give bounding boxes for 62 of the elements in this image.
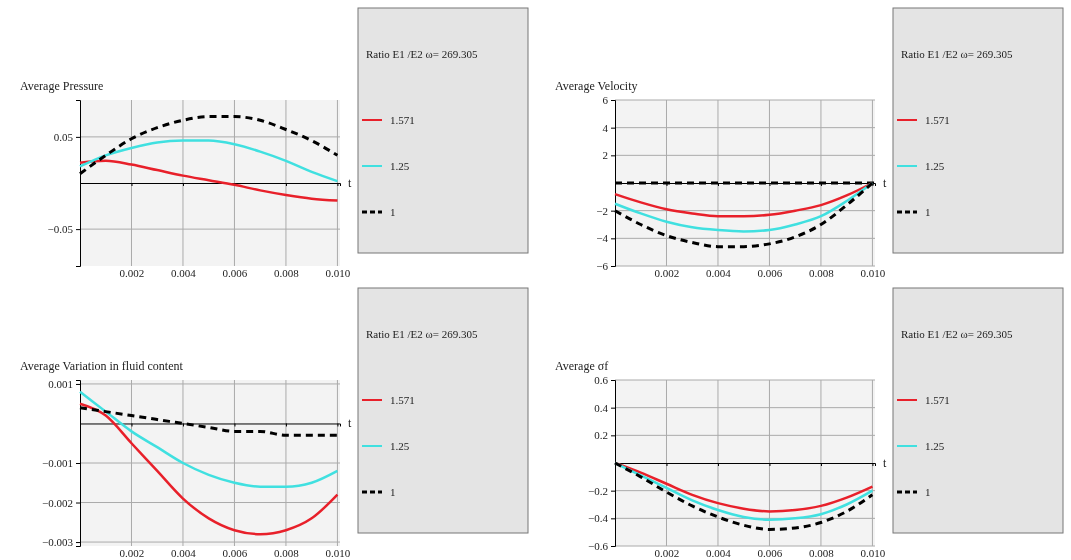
chart-title: Average Velocity — [555, 79, 638, 93]
x-tick-label: 0.010 — [325, 266, 351, 279]
legend-label: 1.25 — [390, 160, 410, 172]
x-tick-label: 0.006 — [757, 266, 783, 279]
y-tick-label: 0.001 — [48, 377, 73, 390]
x-axis-title: t — [883, 176, 887, 190]
x-axis-title: t — [348, 416, 352, 431]
y-tick-label: −0.001 — [42, 457, 73, 470]
y-tick-label: 0.05 — [53, 130, 74, 143]
y-tick-label: −0.002 — [42, 496, 73, 509]
x-tick-label: 0.004 — [171, 266, 197, 279]
legend-label: 1.571 — [390, 114, 415, 126]
x-tick-label: 0.006 — [222, 546, 248, 559]
x-tick-label: 0.006 — [757, 546, 783, 559]
legend-title: Ratio E1 /E2 ω= 269.305 — [901, 328, 1014, 340]
y-tick-label: −2 — [596, 204, 608, 217]
legend-label: 1.571 — [925, 394, 950, 406]
y-tick-label: −4 — [596, 232, 609, 245]
y-tick-label: 0.4 — [594, 401, 609, 414]
x-tick-label: 0.004 — [706, 546, 732, 559]
y-tick-label: −6 — [596, 260, 609, 273]
x-tick-label: 0.008 — [809, 266, 835, 279]
y-tick-label: −0.4 — [588, 512, 609, 525]
legend-title: Ratio E1 /E2 ω= 269.305 — [366, 328, 479, 340]
x-tick-label: 0.002 — [654, 546, 680, 559]
y-tick-label: 2 — [602, 149, 608, 162]
x-tick-label: 0.004 — [171, 546, 197, 559]
legend-title: Ratio E1 /E2 ω= 269.305 — [901, 48, 1014, 60]
y-tick-label: 0.6 — [594, 374, 609, 387]
x-tick-label: 0.010 — [325, 546, 351, 559]
legend-label: 1.571 — [925, 114, 950, 126]
y-tick-label: 0.2 — [594, 429, 608, 442]
y-tick-label: −0.003 — [42, 536, 74, 549]
x-axis-title: t — [348, 176, 352, 190]
y-tick-label: −0.2 — [588, 484, 608, 497]
x-tick-label: 0.002 — [119, 266, 145, 279]
x-tick-label: 0.008 — [274, 546, 300, 559]
y-tick-label: −0.6 — [588, 540, 609, 553]
x-tick-label: 0.010 — [860, 266, 886, 279]
chart-title: Average Pressure — [20, 79, 104, 93]
y-tick-label: 6 — [602, 94, 609, 107]
legend-label: 1 — [390, 206, 396, 218]
y-tick-label: 4 — [602, 121, 609, 134]
x-tick-label: 0.008 — [809, 546, 835, 559]
chart-title: Average σf — [555, 359, 609, 373]
chart-title: Average Variation in fluid content — [20, 359, 184, 373]
legend-label: 1 — [390, 486, 396, 498]
x-axis-title: t — [883, 456, 887, 470]
y-tick-label: −0.05 — [47, 223, 74, 236]
x-tick-label: 0.010 — [860, 546, 886, 559]
x-tick-label: 0.004 — [706, 266, 732, 279]
legend-label: 1.25 — [925, 440, 945, 452]
legend-title: Ratio E1 /E2 ω= 269.305 — [366, 48, 479, 60]
legend-label: 1 — [925, 206, 931, 218]
legend-label: 1 — [925, 486, 931, 498]
x-tick-label: 0.008 — [274, 266, 300, 279]
legend-label: 1.571 — [390, 394, 415, 406]
x-tick-label: 0.002 — [119, 546, 145, 559]
x-tick-label: 0.002 — [654, 266, 680, 279]
x-tick-label: 0.006 — [222, 266, 248, 279]
legend-label: 1.25 — [925, 160, 945, 172]
legend-label: 1.25 — [390, 440, 410, 452]
